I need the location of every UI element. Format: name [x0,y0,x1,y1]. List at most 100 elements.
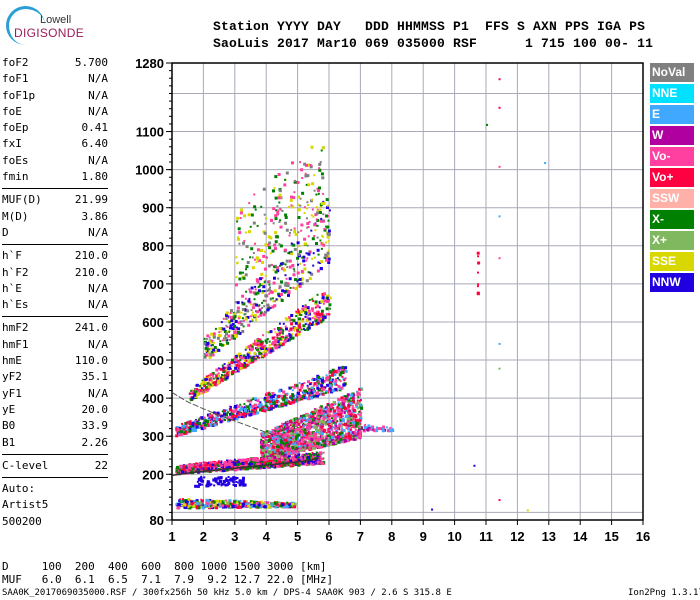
echo-point [212,377,215,380]
echo-point [250,358,254,362]
echo-point [346,395,349,398]
echo-point [236,463,240,467]
echo-point [248,358,252,362]
echo-point [238,315,241,318]
echo-point [284,283,288,287]
echo-point [254,460,258,464]
echo-point [212,505,215,508]
echo-point [377,427,381,431]
echo-point [287,430,290,434]
echo-point [299,447,303,451]
echo-point [340,412,343,415]
param-name: h`F [2,249,22,263]
echo-point [229,462,233,466]
echo-point [328,430,331,433]
echo-point [324,317,327,320]
echo-point [288,333,292,337]
echo-point [315,428,318,431]
echo-point [356,394,359,397]
echo-point [292,449,295,452]
echo-point [218,334,222,337]
echo-point [326,235,330,239]
echo-point [315,438,319,442]
echo-point [260,460,263,463]
echo-point [259,403,263,407]
echo-point [326,431,329,433]
param-value: 22 [94,458,108,472]
echo-point [241,405,243,408]
echo-point [272,430,274,433]
echo-point [319,451,322,455]
echo-point [301,440,305,444]
echo-point [254,409,257,412]
echo-point [291,435,294,438]
echo-point [315,418,317,421]
echo-point [233,478,236,481]
echo-point [272,445,276,449]
echo-point [310,445,313,448]
echo-point [264,279,267,282]
echo-point [268,456,272,460]
echo-point [340,431,343,434]
echo-point [187,506,190,509]
echo-point [312,454,315,456]
echo-point [305,396,308,399]
echo-point [306,316,309,319]
echo-point [311,416,315,420]
echo-point [279,330,283,334]
echo-point [241,330,245,333]
echo-point [225,459,229,463]
y-tick-label: 700 [142,277,164,292]
echo-point [331,438,335,442]
echo-point [232,370,235,373]
echo-point [211,460,214,463]
echo-point [311,310,314,313]
echo-point [212,381,215,384]
echo-point [227,468,231,472]
echo-point [206,388,210,392]
echo-point [268,456,271,459]
echo-point [290,429,294,433]
echo-point [354,428,357,431]
echo-point [280,402,284,406]
echo-point [218,505,221,508]
echo-point [289,452,292,455]
echo-point [342,368,346,371]
echo-point [251,405,255,409]
echo-point [230,319,234,322]
echo-point [311,459,315,463]
echo-point [282,442,286,446]
echo-point [252,504,256,507]
echo-point [224,366,227,369]
echo-point [301,430,305,434]
echo-point [185,430,188,433]
echo-point [276,440,280,444]
echo-point [239,413,243,417]
x-tick-label: 11 [479,529,493,544]
echo-point [271,395,275,398]
echo-point [295,462,299,466]
echo-point [195,383,199,387]
echo-point [219,340,222,343]
echo-point [218,463,221,465]
param-value: 5.700 [74,56,108,69]
echo-point [249,500,252,503]
echo-point [276,449,280,453]
echo-point [337,440,341,444]
echo-point [278,341,282,345]
echo-point [325,307,329,311]
echo-point [280,427,283,430]
echo-point [231,323,235,326]
echo-point [291,389,294,392]
echo-point [232,464,235,467]
echo-point [327,307,330,310]
echo-point [248,297,251,300]
echo-point [295,446,298,449]
echo-point [330,422,333,425]
echo-point [267,264,271,268]
echo-point [287,316,291,320]
echo-point [327,443,330,446]
echo-point [242,302,246,306]
echo-point [220,504,224,508]
echo-point [280,458,283,461]
